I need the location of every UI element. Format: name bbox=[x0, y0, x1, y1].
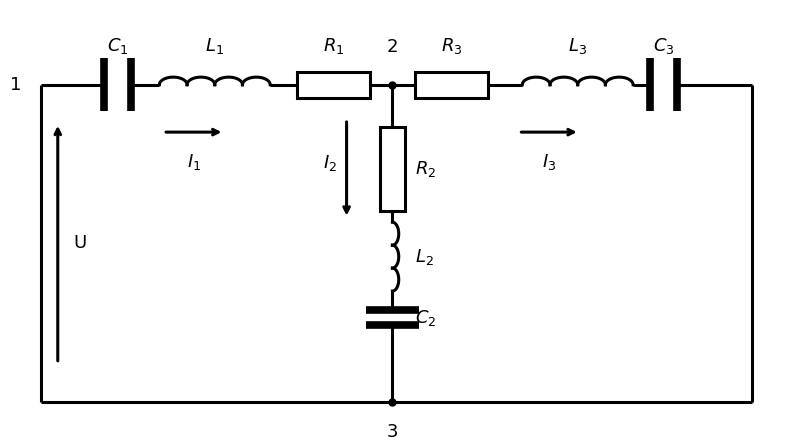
Bar bbox=[297, 72, 370, 98]
Text: 2: 2 bbox=[387, 38, 398, 56]
Text: $C_3$: $C_3$ bbox=[653, 36, 675, 56]
Text: $R_2$: $R_2$ bbox=[415, 159, 437, 179]
Bar bbox=[380, 127, 405, 211]
Text: 1: 1 bbox=[10, 76, 22, 94]
Text: U: U bbox=[73, 234, 87, 252]
Text: $L_3$: $L_3$ bbox=[568, 36, 587, 56]
Bar bbox=[415, 72, 488, 98]
Text: $C_2$: $C_2$ bbox=[415, 308, 437, 328]
Text: $R_3$: $R_3$ bbox=[441, 36, 463, 56]
Text: $C_1$: $C_1$ bbox=[106, 36, 128, 56]
Text: $I_3$: $I_3$ bbox=[542, 152, 556, 172]
Text: $I_2$: $I_2$ bbox=[323, 153, 337, 173]
Text: $R_1$: $R_1$ bbox=[322, 36, 344, 56]
Text: $I_1$: $I_1$ bbox=[187, 152, 201, 172]
Text: $L_2$: $L_2$ bbox=[415, 247, 434, 267]
Text: 3: 3 bbox=[387, 423, 398, 441]
Text: $L_1$: $L_1$ bbox=[206, 36, 225, 56]
